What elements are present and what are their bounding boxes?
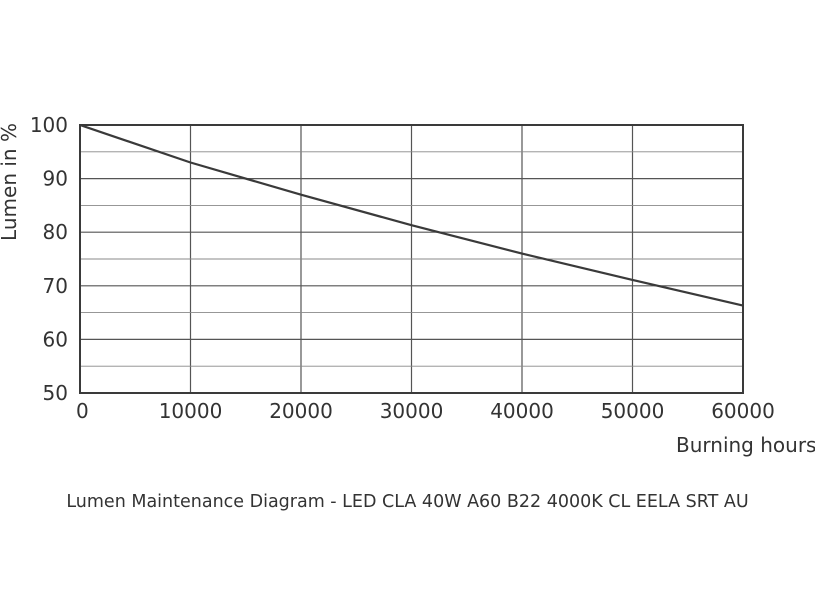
y-tick-labels: 50 60 70 80 90 100: [30, 113, 68, 405]
y-tick-label: 100: [30, 113, 68, 137]
x-axis-title: Burning hours: [676, 433, 815, 457]
x-tick-label: 20000: [269, 399, 333, 423]
chart-caption: Lumen Maintenance Diagram - LED CLA 40W …: [66, 492, 749, 512]
x-tick-label: 10000: [159, 399, 223, 423]
y-tick-label: 60: [43, 327, 68, 351]
plot-frame: [79, 124, 744, 394]
x-tick-labels: 0 10000 20000 30000 40000 50000 60000: [76, 399, 775, 423]
y-tick-label: 70: [43, 274, 68, 298]
plot-area-border: [79, 124, 744, 394]
x-tick-label: 50000: [601, 399, 665, 423]
y-tick-label: 50: [43, 381, 68, 405]
y-tick-label: 80: [43, 220, 68, 244]
x-tick-label: 60000: [711, 399, 775, 423]
grid-layer: [80, 125, 743, 393]
series-line-0: [79, 123, 744, 307]
x-tick-label: 40000: [490, 399, 554, 423]
y-tick-label: 90: [43, 167, 68, 191]
series-layer: [79, 123, 744, 307]
x-tick-label: 0: [76, 399, 89, 423]
x-tick-label: 30000: [380, 399, 444, 423]
y-axis-title: Lumen in %: [0, 123, 21, 241]
